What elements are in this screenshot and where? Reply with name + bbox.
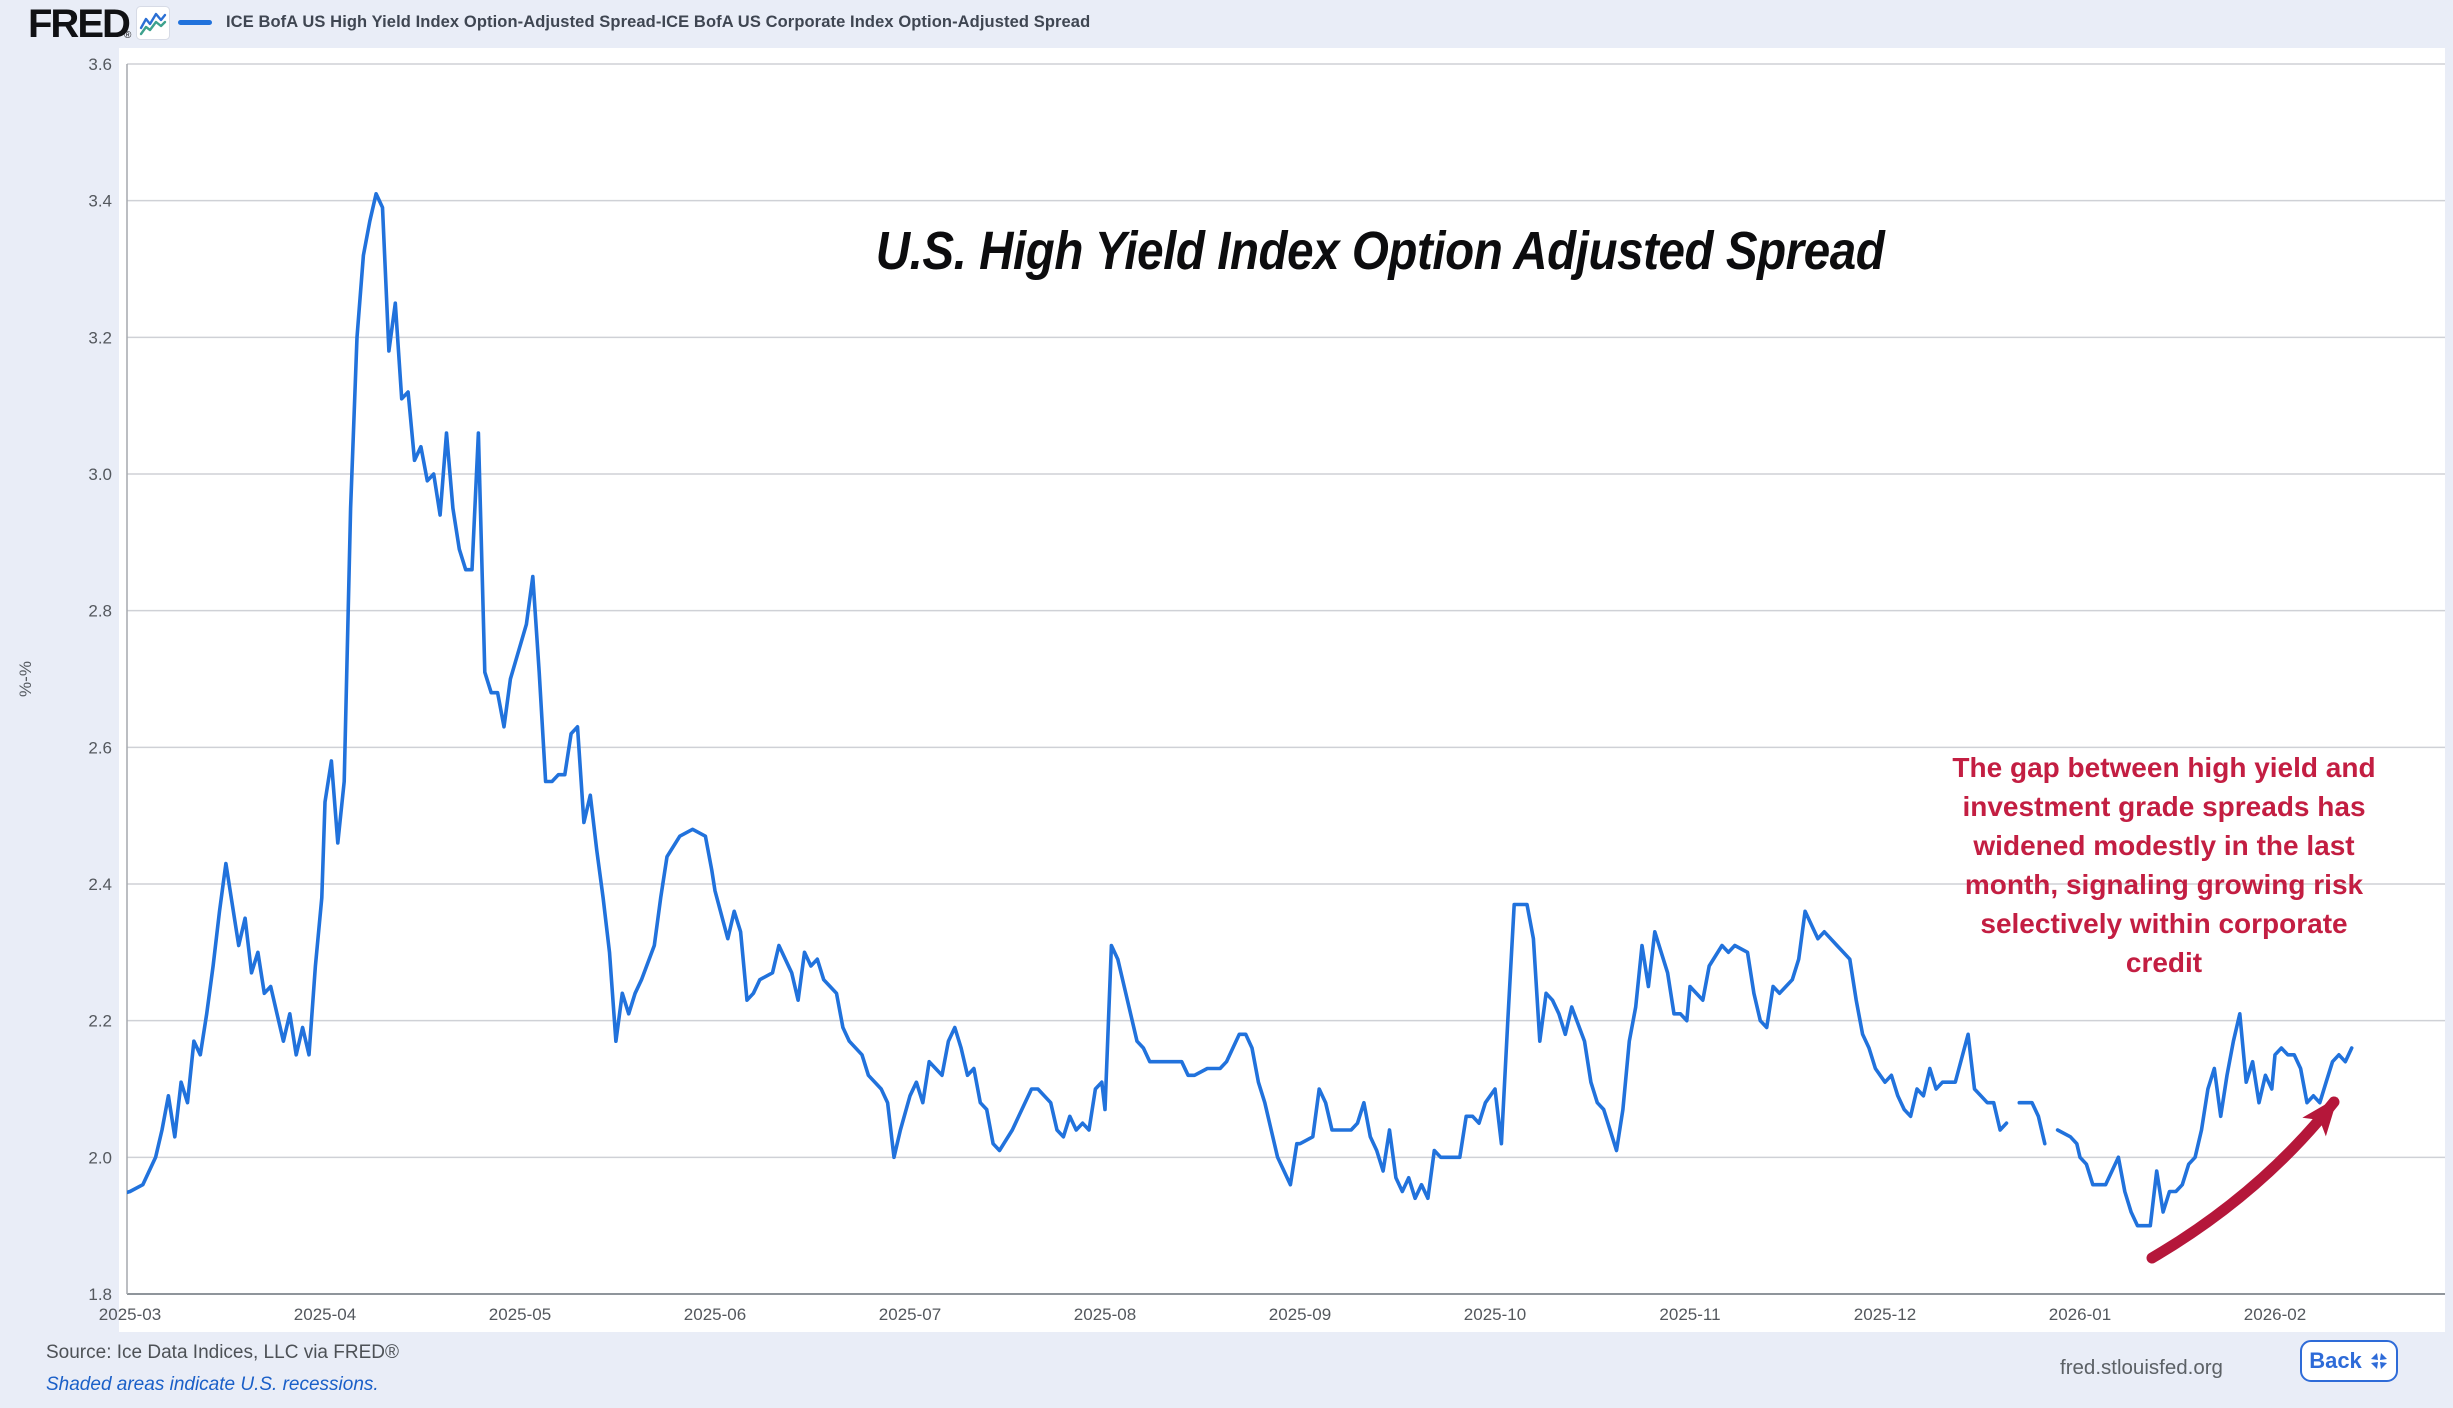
svg-text:2025-04: 2025-04	[294, 1305, 356, 1324]
exit-fullscreen-icon	[2370, 1353, 2387, 1369]
svg-text:2026-02: 2026-02	[2244, 1305, 2306, 1324]
svg-text:2025-09: 2025-09	[1269, 1305, 1331, 1324]
back-button-label: Back	[2309, 1348, 2362, 1373]
svg-text:2025-11: 2025-11	[1659, 1305, 1720, 1324]
svg-text:3.0: 3.0	[88, 465, 112, 484]
svg-text:2025-07: 2025-07	[879, 1305, 941, 1324]
svg-text:3.6: 3.6	[88, 55, 112, 74]
svg-text:2.6: 2.6	[88, 738, 112, 757]
svg-text:3.2: 3.2	[88, 328, 112, 347]
svg-text:2025-05: 2025-05	[489, 1305, 551, 1324]
source-text: Source: Ice Data Indices, LLC via FRED®	[46, 1342, 399, 1363]
legend-label: ICE BofA US High Yield Index Option-Adju…	[226, 12, 1091, 31]
svg-text:2025-06: 2025-06	[684, 1305, 746, 1324]
svg-text:2.4: 2.4	[88, 875, 112, 894]
header: FRED ® ICE BofA US High Yield Index Opti…	[0, 0, 2453, 48]
legend: ICE BofA US High Yield Index Option-Adju…	[178, 0, 1090, 44]
svg-text:2.2: 2.2	[88, 1012, 112, 1031]
fred-logo-icon	[136, 6, 170, 40]
svg-text:2.8: 2.8	[88, 602, 112, 621]
note-annotation: The gap between high yield and investmen…	[1952, 752, 2376, 978]
registered-mark: ®	[124, 30, 132, 41]
svg-text:2.0: 2.0	[88, 1148, 112, 1167]
legend-line-swatch	[178, 19, 212, 25]
svg-text:2025-08: 2025-08	[1074, 1305, 1136, 1324]
svg-text:1.8: 1.8	[88, 1285, 112, 1304]
chart-title-annotation: U.S. High Yield Index Option Adjusted Sp…	[875, 221, 1885, 281]
site-url: fred.stlouisfed.org	[2060, 1356, 2223, 1379]
svg-text:%-%: %-%	[16, 661, 35, 697]
fred-logo: FRED	[28, 2, 131, 46]
svg-text:2026-01: 2026-01	[2049, 1305, 2111, 1324]
svg-text:2025-12: 2025-12	[1854, 1305, 1916, 1324]
svg-text:2025-10: 2025-10	[1464, 1305, 1526, 1324]
footer: Source: Ice Data Indices, LLC via FRED® …	[0, 1332, 2453, 1408]
recession-note: Shaded areas indicate U.S. recessions.	[46, 1374, 379, 1395]
svg-text:3.4: 3.4	[88, 192, 112, 211]
back-button[interactable]: Back	[2300, 1340, 2398, 1382]
svg-text:2025-03: 2025-03	[99, 1305, 161, 1324]
